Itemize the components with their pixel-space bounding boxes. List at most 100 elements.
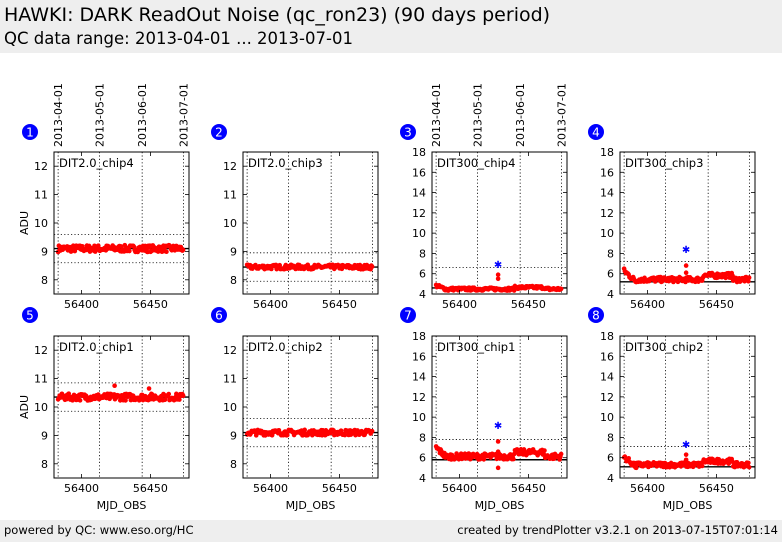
data-point	[495, 465, 501, 471]
data-point	[77, 398, 83, 403]
y-tick-label: 10	[223, 401, 237, 414]
plot-frame	[242, 151, 379, 295]
panel-number: 7	[404, 309, 412, 323]
data-point	[511, 456, 516, 462]
panel-label: DIT300_chip2	[625, 340, 703, 354]
outlier-point: ✱	[494, 421, 502, 432]
data-points	[244, 262, 375, 272]
x-tick-label: 56400	[630, 482, 665, 495]
panel-label: DIT300_chip3	[625, 156, 703, 170]
date-label: 2013-07-01	[177, 83, 190, 147]
y-tick-label: 16	[600, 350, 614, 363]
data-point	[277, 262, 283, 268]
plot-frame	[53, 335, 190, 479]
y-tick-label: 11	[34, 373, 48, 386]
y-tick-label: 16	[600, 166, 614, 179]
panel-number: 4	[592, 126, 600, 140]
x-tick-label: 56450	[511, 482, 546, 495]
panel-number: 2	[215, 126, 223, 140]
y-tick-label: 10	[223, 217, 237, 230]
panel-number: 5	[26, 309, 34, 323]
data-point	[112, 383, 117, 389]
y-tick-label: 12	[600, 207, 614, 220]
y-tick-label: 8	[41, 458, 48, 471]
y-tick-label: 12	[223, 344, 237, 357]
data-points	[433, 272, 564, 293]
panel-number: 1	[26, 126, 34, 140]
data-points	[55, 242, 186, 255]
outlier-point: ✱	[682, 440, 690, 451]
x-tick-label: 56400	[64, 482, 99, 495]
y-tick-label: 12	[223, 160, 237, 173]
x-tick-label: 56450	[699, 298, 734, 311]
y-tick-label: 8	[607, 431, 614, 444]
chart-panel-4: ✱ 4 6 8 10 12 14 16 18 56400 56450 DIT300_chip3 4	[588, 124, 756, 311]
data-point	[481, 457, 487, 462]
outlier-point: ✱	[494, 260, 502, 271]
y-tick-label: 14	[412, 187, 426, 200]
y-tick-label: 4	[607, 288, 614, 301]
chart-panel-3: ✱ 4 6 8 10 12 14 16 18 56400 56450 DIT300_chip4 3 201…	[400, 83, 568, 311]
y-tick-label: 10	[412, 411, 426, 424]
data-point	[180, 247, 186, 253]
data-point	[166, 391, 172, 397]
chart-panel-2: 8 9 10 11 12 56400 56450 DIT2.0_chip3 2	[211, 124, 379, 311]
y-tick-label: 14	[412, 371, 426, 384]
chart-panel-5: 8 9 10 11 12 56400 56450 DIT2.0_chip1 5 ADU MJD_OB…	[18, 307, 190, 512]
x-tick-label: 56400	[442, 298, 477, 311]
y-tick-label: 6	[607, 268, 614, 281]
y-tick-label: 8	[230, 458, 237, 471]
chart-panel-7: ✱ 4 6 8 10 12 14 16 18 56400 56450 DIT300_chip1 7 MJD…	[400, 307, 568, 512]
x-tick-label: 56450	[133, 298, 168, 311]
date-label: 2013-06-01	[136, 83, 149, 147]
data-point	[746, 460, 751, 466]
y-tick-label: 11	[223, 373, 237, 386]
panel-label: DIT2.0_chip1	[59, 340, 134, 354]
date-label: 2013-06-01	[514, 83, 527, 147]
data-point	[495, 439, 501, 444]
x-axis-label: MJD_OBS	[663, 499, 713, 512]
data-point	[558, 286, 564, 292]
footer-bar: powered by QC: www.eso.org/HC created by…	[0, 520, 782, 542]
x-tick-label: 56400	[253, 482, 288, 495]
panel-number-badge	[22, 124, 38, 140]
data-points	[433, 439, 564, 471]
header-bar: HAWKI: DARK ReadOut Noise (qc_ron23) (90…	[0, 0, 782, 53]
y-tick-label: 10	[600, 411, 614, 424]
y-tick-label: 18	[600, 330, 614, 343]
panel-number-badge	[211, 307, 227, 323]
panel-label: DIT300_chip1	[437, 340, 515, 354]
y-tick-label: 14	[600, 371, 614, 384]
y-tick-label: 8	[607, 247, 614, 260]
data-point	[123, 398, 128, 403]
data-point	[683, 452, 689, 457]
y-tick-label: 16	[412, 350, 426, 363]
data-point	[127, 248, 132, 254]
y-tick-label: 8	[41, 274, 48, 287]
panel-number: 6	[215, 309, 223, 323]
data-points	[621, 263, 752, 285]
x-tick-label: 56400	[442, 482, 477, 495]
data-point	[342, 432, 348, 438]
y-tick-label: 8	[419, 431, 426, 444]
data-point	[683, 457, 689, 463]
x-tick-label: 56450	[133, 482, 168, 495]
panel-number-badge	[588, 124, 604, 140]
y-tick-label: 12	[412, 391, 426, 404]
y-tick-label: 9	[41, 429, 48, 442]
x-tick-label: 56400	[64, 298, 99, 311]
data-point	[726, 461, 731, 466]
data-point	[495, 276, 501, 282]
chart-panel-8: ✱ 4 6 8 10 12 14 16 18 56400 56450 DIT300_chip2 8 MJD…	[588, 307, 756, 512]
data-point	[146, 386, 152, 391]
y-tick-label: 12	[412, 207, 426, 220]
plot-frame	[53, 151, 190, 295]
plot-frame	[242, 335, 379, 479]
y-tick-label: 4	[419, 472, 426, 485]
data-point	[723, 275, 728, 281]
data-point	[155, 249, 161, 254]
data-point	[177, 397, 182, 402]
data-point	[164, 249, 169, 255]
data-point	[495, 449, 501, 454]
data-point	[746, 275, 752, 280]
